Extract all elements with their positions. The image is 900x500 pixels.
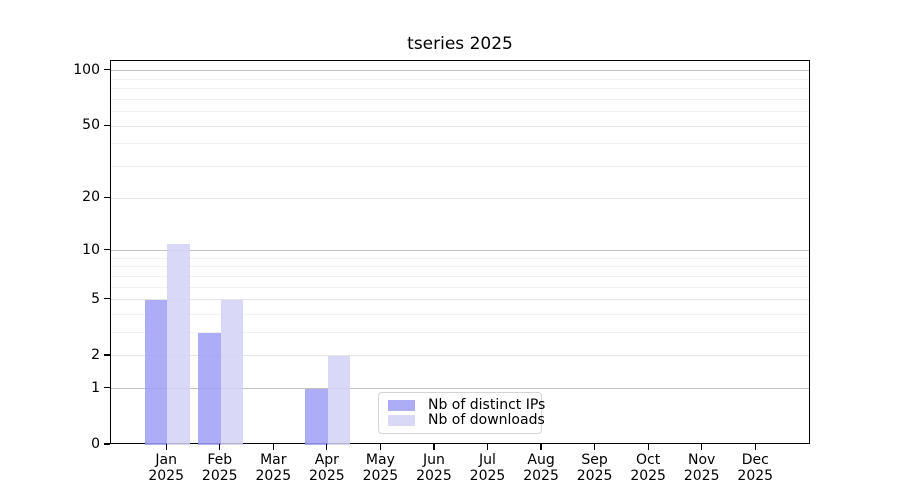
bar-nb-of-downloads-jan bbox=[167, 243, 190, 445]
x-tick-label: Aug 2025 bbox=[523, 452, 559, 484]
x-tick-label: Dec 2025 bbox=[737, 452, 774, 484]
legend-label-distinct-ips: Nb of distinct IPs bbox=[428, 397, 546, 413]
y-tick-mark bbox=[104, 298, 110, 300]
gridline-major bbox=[111, 388, 809, 390]
legend-item-downloads: Nb of downloads bbox=[388, 413, 545, 428]
y-tick-label: 5 bbox=[91, 290, 100, 307]
gridline-minor bbox=[111, 266, 809, 268]
y-tick-mark bbox=[104, 248, 110, 251]
gridline-minor bbox=[111, 275, 809, 277]
x-tick-label: May 2025 bbox=[362, 452, 399, 484]
legend-swatch-distinct-ips-icon bbox=[388, 400, 415, 411]
bar-nb-of-distinct-ips-apr bbox=[305, 388, 328, 445]
x-tick-label: Feb 2025 bbox=[201, 452, 238, 484]
legend: Nb of distinct IPs Nb of downloads bbox=[378, 392, 545, 434]
x-tick-mark bbox=[594, 444, 596, 450]
y-tick-mark bbox=[104, 124, 110, 126]
bar-nb-of-distinct-ips-feb bbox=[198, 332, 221, 445]
legend-item-distinct-ips: Nb of distinct IPs bbox=[388, 398, 545, 413]
bar-nb-of-distinct-ips-jan bbox=[144, 299, 168, 445]
gridline-minor bbox=[111, 257, 809, 259]
x-tick-label: Oct 2025 bbox=[630, 452, 666, 484]
gridline-minor bbox=[111, 197, 809, 199]
gridline-major bbox=[111, 70, 809, 72]
bar-nb-of-downloads-feb bbox=[220, 299, 244, 445]
bar-nb-of-downloads-apr bbox=[327, 355, 351, 445]
y-tick-mark bbox=[104, 443, 110, 445]
gridline-minor bbox=[111, 299, 809, 301]
y-tick-label: 50 bbox=[82, 117, 100, 134]
y-tick-label: 0 bbox=[91, 436, 100, 452]
gridline-minor bbox=[111, 88, 809, 90]
x-tick-label: Jun 2025 bbox=[416, 452, 452, 484]
x-tick-mark bbox=[326, 444, 328, 450]
x-tick-label: Nov 2025 bbox=[683, 452, 720, 484]
y-tick-mark bbox=[104, 354, 110, 356]
x-tick-label: Jul 2025 bbox=[469, 452, 506, 484]
x-tick-mark bbox=[754, 444, 756, 450]
gridline-minor bbox=[111, 111, 809, 113]
x-tick-mark bbox=[433, 444, 435, 450]
y-tick-label: 10 bbox=[82, 241, 100, 258]
x-tick-mark bbox=[219, 444, 221, 450]
gridline-major bbox=[111, 250, 809, 252]
x-tick-mark bbox=[165, 444, 167, 450]
gridline-minor bbox=[111, 332, 809, 334]
chart-title: tseries 2025 bbox=[407, 34, 513, 54]
legend-swatch-downloads-icon bbox=[388, 415, 415, 426]
y-tick-mark bbox=[104, 69, 110, 71]
y-tick-mark bbox=[104, 196, 110, 198]
y-tick-mark bbox=[104, 387, 110, 389]
x-tick-mark bbox=[486, 444, 489, 450]
x-tick-mark bbox=[272, 444, 274, 450]
gridline-minor bbox=[111, 286, 809, 288]
x-tick-mark bbox=[379, 444, 381, 450]
x-tick-mark bbox=[647, 444, 649, 450]
x-tick-mark bbox=[540, 444, 542, 450]
gridline-minor bbox=[111, 125, 809, 127]
y-tick-label: 100 bbox=[73, 61, 100, 78]
x-tick-label: Mar 2025 bbox=[255, 452, 292, 484]
gridline-minor bbox=[111, 98, 809, 100]
y-tick-label: 1 bbox=[91, 379, 100, 396]
plot-area bbox=[110, 60, 810, 445]
x-tick-mark bbox=[701, 444, 703, 450]
y-tick-label: 2 bbox=[91, 346, 100, 363]
y-tick-label: 20 bbox=[82, 189, 100, 206]
gridline-minor bbox=[111, 166, 809, 168]
x-tick-label: Apr 2025 bbox=[309, 452, 345, 484]
x-tick-label: Jan 2025 bbox=[148, 452, 184, 484]
gridline-minor bbox=[111, 355, 809, 357]
x-tick-label: Sep 2025 bbox=[576, 452, 613, 484]
gridline-minor bbox=[111, 78, 809, 80]
gridline-minor bbox=[111, 143, 809, 145]
gridline-minor bbox=[111, 314, 809, 315]
legend-label-downloads: Nb of downloads bbox=[428, 412, 545, 428]
